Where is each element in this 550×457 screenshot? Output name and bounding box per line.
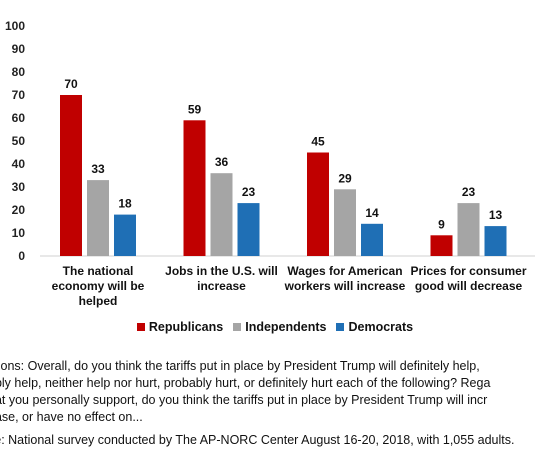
bar-democrats — [484, 226, 507, 256]
legend-item-independents: Independents — [233, 320, 326, 334]
category-label: workers will increase — [284, 279, 406, 293]
data-label: 33 — [91, 162, 105, 176]
y-tick-label: 60 — [12, 111, 26, 125]
data-label: 45 — [311, 135, 325, 149]
data-label: 29 — [338, 171, 352, 185]
category-label: The national — [63, 264, 134, 278]
y-tick-label: 30 — [12, 180, 26, 194]
legend-item-democrats: Democrats — [336, 320, 413, 334]
legend-label: Democrats — [348, 320, 414, 334]
question-text-line-4: ease, or have no effect on... — [0, 410, 143, 424]
category-label: Jobs in the U.S. will — [165, 264, 278, 278]
y-tick-label: 0 — [18, 249, 25, 263]
question-text-line-2: ably help, neither help nor hurt, probab… — [0, 376, 491, 390]
bar-independents — [334, 189, 356, 256]
question-text-line-1: stions: Overall, do you think the tariff… — [0, 359, 480, 373]
bar-independents — [87, 180, 109, 256]
category-label: Wages for American — [287, 264, 402, 278]
chart-notes: stions: Overall, do you think the tariff… — [0, 358, 550, 449]
bar-republicans — [307, 152, 329, 256]
y-axis: 0 10 20 30 40 50 60 70 80 90 100 — [5, 19, 25, 263]
legend-swatch — [233, 323, 242, 331]
legend-label: Independents — [245, 320, 327, 334]
bar-democrats — [114, 214, 136, 256]
bar-democrats — [361, 223, 383, 256]
bar-republicans — [60, 95, 82, 256]
data-label: 36 — [215, 155, 229, 169]
data-label: 70 — [64, 77, 78, 91]
data-label: 9 — [438, 217, 445, 231]
legend-label: Republicans — [148, 320, 224, 334]
data-label: 18 — [118, 197, 132, 211]
y-tick-label: 20 — [12, 203, 26, 217]
category-label: good will decrease — [415, 279, 523, 293]
bar-series-group — [60, 95, 507, 256]
y-tick-label: 40 — [12, 157, 26, 171]
data-label: 23 — [242, 185, 256, 199]
bar-independents — [457, 203, 480, 256]
y-tick-label: 10 — [12, 226, 26, 240]
legend: Republicans Independents Democrats — [0, 320, 550, 334]
data-label: 23 — [462, 185, 476, 199]
data-label: 13 — [489, 208, 503, 222]
source-text: ce: National survey conducted by The AP-… — [0, 433, 515, 447]
legend-swatch — [336, 323, 345, 331]
y-tick-label: 80 — [12, 65, 26, 79]
y-tick-label: 70 — [12, 88, 26, 102]
category-label: helped — [79, 294, 118, 308]
question-text-line-3: hat you personally support, do you think… — [0, 393, 488, 407]
category-label: economy will be — [52, 279, 145, 293]
legend-item-republicans: Republicans — [136, 320, 224, 334]
category-label: increase — [197, 279, 246, 293]
bar-democrats — [237, 203, 260, 256]
category-label: Prices for consumer — [410, 264, 526, 278]
data-label: 59 — [188, 102, 202, 116]
bar-republicans — [183, 120, 206, 256]
y-tick-label: 90 — [12, 42, 26, 56]
y-tick-label: 50 — [12, 134, 26, 148]
data-labels-group: 70 33 18 59 36 23 45 29 14 9 23 13 — [64, 77, 502, 231]
bar-republicans — [430, 235, 453, 256]
bar-chart: 0 10 20 30 40 50 60 70 80 90 100 70 33 18 59 36 23 45 29 1… — [5, 19, 535, 308]
bar-independents — [210, 173, 233, 256]
data-label: 14 — [365, 206, 379, 220]
y-tick-label: 100 — [5, 19, 25, 33]
legend-swatch — [136, 323, 145, 331]
